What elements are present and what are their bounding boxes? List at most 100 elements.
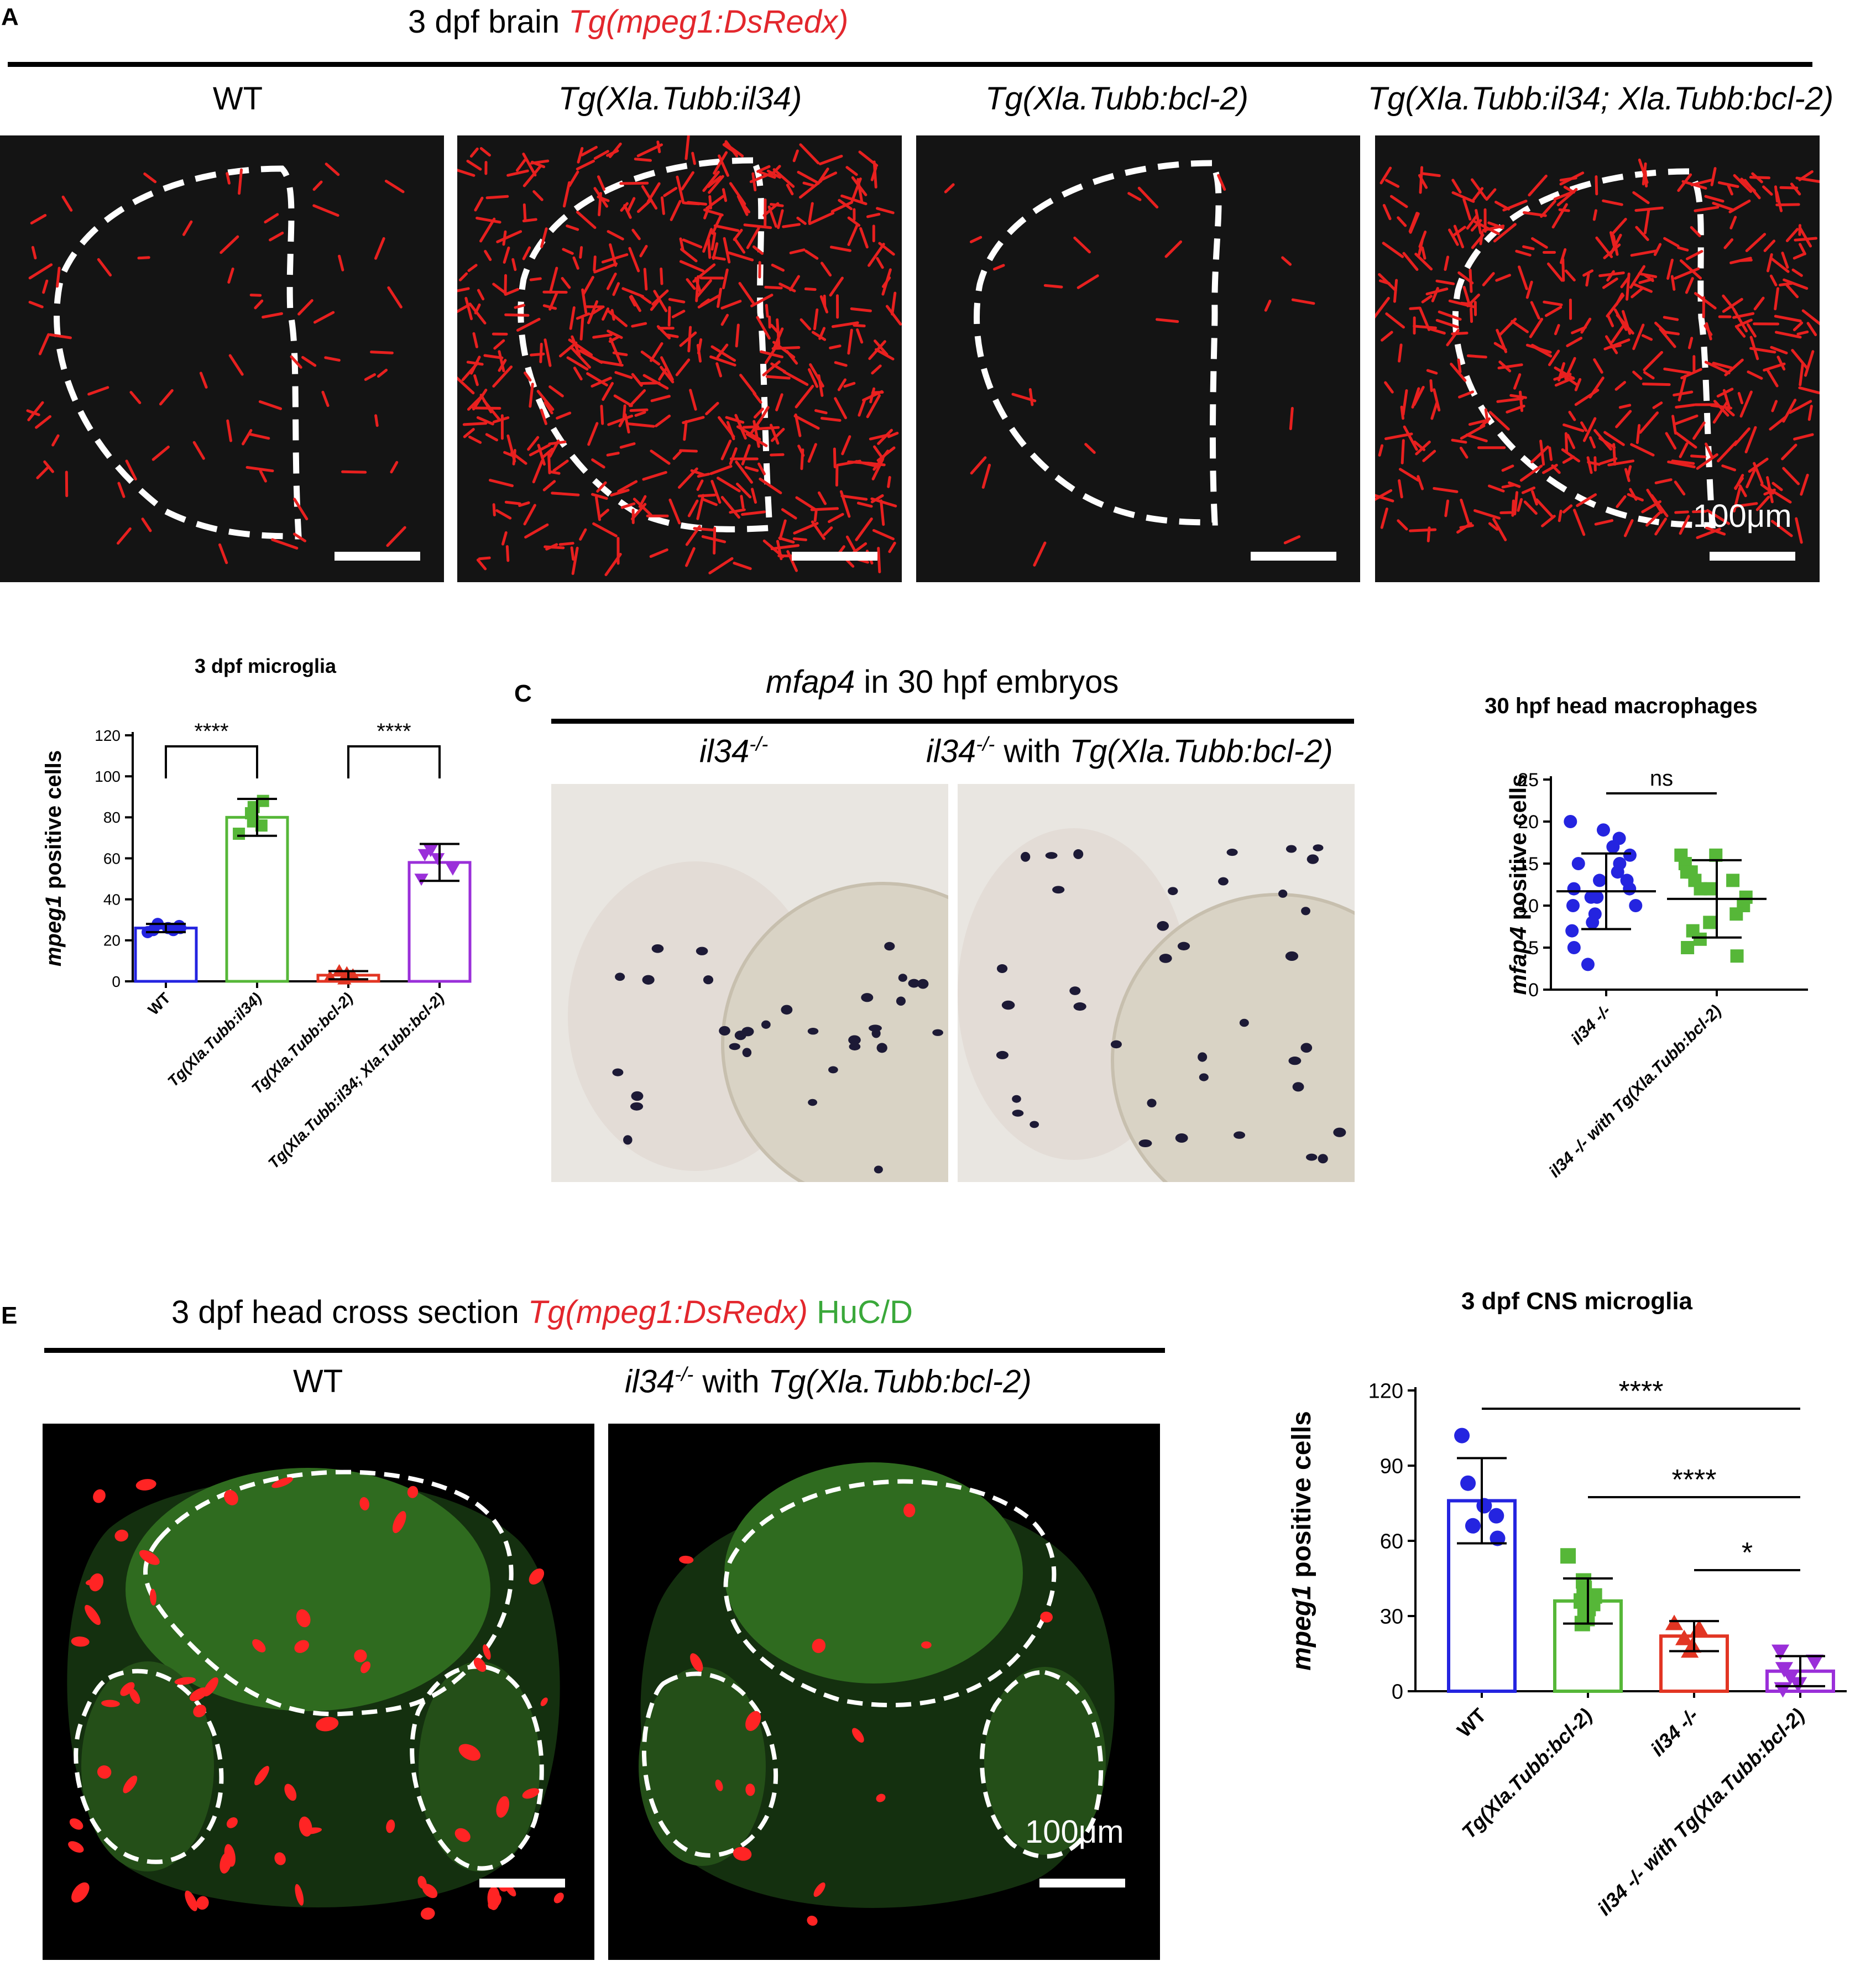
microglia-cell bbox=[1798, 386, 1820, 395]
microglia-cell bbox=[1696, 453, 1718, 470]
microglia-cell bbox=[696, 479, 704, 491]
microglia-cell bbox=[845, 535, 856, 552]
microglia-cell bbox=[548, 266, 558, 294]
eye-left bbox=[81, 1661, 214, 1871]
microglia-cell bbox=[1572, 509, 1586, 536]
microglia-cell bbox=[1721, 464, 1737, 472]
mfap4-cell bbox=[623, 1135, 633, 1145]
microglia-cell bbox=[813, 308, 819, 331]
microglia-cell bbox=[770, 544, 800, 551]
microglia-cell bbox=[1679, 259, 1702, 280]
microglia-cell bbox=[1615, 410, 1632, 428]
panel-a-title: 3 dpf brain Tg(mpeg1:DsRedx) bbox=[408, 3, 848, 40]
microglia-cell bbox=[1398, 479, 1403, 499]
microglia-cell bbox=[420, 1907, 435, 1920]
microglia-cell bbox=[1473, 509, 1501, 520]
microglia-cell bbox=[675, 358, 691, 377]
microglia-cell bbox=[1746, 323, 1757, 338]
microglia-cell bbox=[729, 508, 746, 514]
y-tick-label: 5 bbox=[1528, 938, 1539, 959]
microglia-cell bbox=[1459, 446, 1469, 459]
microglia-cell bbox=[1653, 243, 1662, 256]
panel-c-title-rest: in 30 hpf embryos bbox=[855, 664, 1119, 700]
microglia-cell bbox=[489, 479, 514, 488]
microglia-cell bbox=[1681, 180, 1707, 190]
microglia-cell bbox=[1525, 280, 1533, 299]
microglia-cell bbox=[582, 276, 594, 295]
microglia-cell bbox=[760, 406, 770, 419]
microglia-cell bbox=[1674, 414, 1699, 426]
microglia-cell bbox=[1561, 448, 1581, 463]
data-point bbox=[1805, 1654, 1824, 1670]
microglia-cell bbox=[1632, 370, 1643, 380]
mfap4-cell bbox=[1226, 849, 1238, 856]
microglia-cell bbox=[464, 297, 473, 321]
microglia-cell bbox=[636, 143, 663, 158]
microglia-cell bbox=[1643, 351, 1663, 372]
y-tick-label: 80 bbox=[103, 809, 121, 826]
microglia-cell bbox=[1417, 475, 1424, 490]
mfap4-cell bbox=[703, 975, 714, 985]
microglia-cell bbox=[117, 482, 126, 498]
microglia-cell bbox=[723, 237, 731, 264]
microglia-cell bbox=[31, 245, 37, 260]
data-point bbox=[1465, 1518, 1481, 1534]
microglia-cell bbox=[612, 282, 620, 296]
microglia-cell bbox=[1774, 315, 1802, 322]
mfap4-cell bbox=[1069, 986, 1081, 995]
microglia-cell bbox=[1418, 174, 1428, 189]
microglia-cell bbox=[228, 354, 244, 376]
microglia-cell bbox=[485, 433, 499, 442]
microglia-cell bbox=[601, 253, 629, 264]
microglia-cell bbox=[634, 158, 652, 162]
y-tick-label: 0 bbox=[1392, 1680, 1403, 1703]
microglia-cell bbox=[1638, 272, 1658, 279]
microglia-cell bbox=[888, 541, 896, 553]
microglia-cell bbox=[562, 248, 574, 255]
microglia-cell bbox=[733, 561, 752, 571]
microglia-cell bbox=[1723, 238, 1734, 249]
microglia-cell bbox=[566, 224, 579, 231]
microglia-cell bbox=[813, 1882, 825, 1897]
microglia-cell bbox=[297, 299, 313, 316]
microglia-cell bbox=[727, 251, 754, 262]
microglia-cell bbox=[778, 283, 796, 292]
microglia-cell bbox=[1562, 504, 1573, 514]
microglia-cell bbox=[1746, 467, 1757, 489]
mfap4-cell bbox=[1198, 1052, 1208, 1062]
microglia-cell bbox=[1521, 486, 1536, 494]
microglia-cell bbox=[1793, 253, 1805, 260]
microglia-cell bbox=[1694, 292, 1717, 310]
microglia-cell bbox=[1566, 433, 1576, 449]
microglia-cell bbox=[592, 333, 613, 339]
microglia-cell bbox=[642, 470, 667, 481]
mfap4-cell bbox=[884, 942, 895, 951]
microglia-cell bbox=[1588, 377, 1605, 399]
microglia-cell bbox=[36, 466, 49, 479]
microglia-cell bbox=[114, 1529, 129, 1542]
microglia-cell bbox=[856, 501, 873, 508]
microglia-cell bbox=[1530, 301, 1540, 320]
microglia-cell bbox=[876, 207, 895, 215]
data-point bbox=[255, 819, 268, 832]
microglia-cell bbox=[640, 351, 661, 366]
microglia-cell bbox=[1641, 334, 1653, 341]
microglia-cell bbox=[530, 352, 545, 357]
data-point bbox=[1675, 1629, 1694, 1645]
microglia-cell bbox=[1164, 240, 1183, 258]
microglia-cell bbox=[868, 243, 885, 267]
microglia-cell bbox=[619, 181, 649, 185]
microglia-cell bbox=[1011, 393, 1037, 402]
microglia-cell bbox=[1402, 252, 1419, 271]
significance-label: * bbox=[1742, 1537, 1753, 1569]
microglia-cell bbox=[1618, 404, 1632, 409]
microglia-cell bbox=[364, 373, 377, 381]
microglia-cell bbox=[1671, 415, 1677, 435]
mfap4-cell bbox=[996, 1050, 1008, 1059]
microglia-cell bbox=[1796, 330, 1809, 336]
microglia-cell bbox=[274, 1852, 286, 1865]
microglia-cell bbox=[27, 401, 44, 421]
microglia-cell bbox=[679, 331, 697, 347]
microglia-cell bbox=[1506, 404, 1525, 414]
microglia-cell bbox=[1712, 400, 1729, 424]
